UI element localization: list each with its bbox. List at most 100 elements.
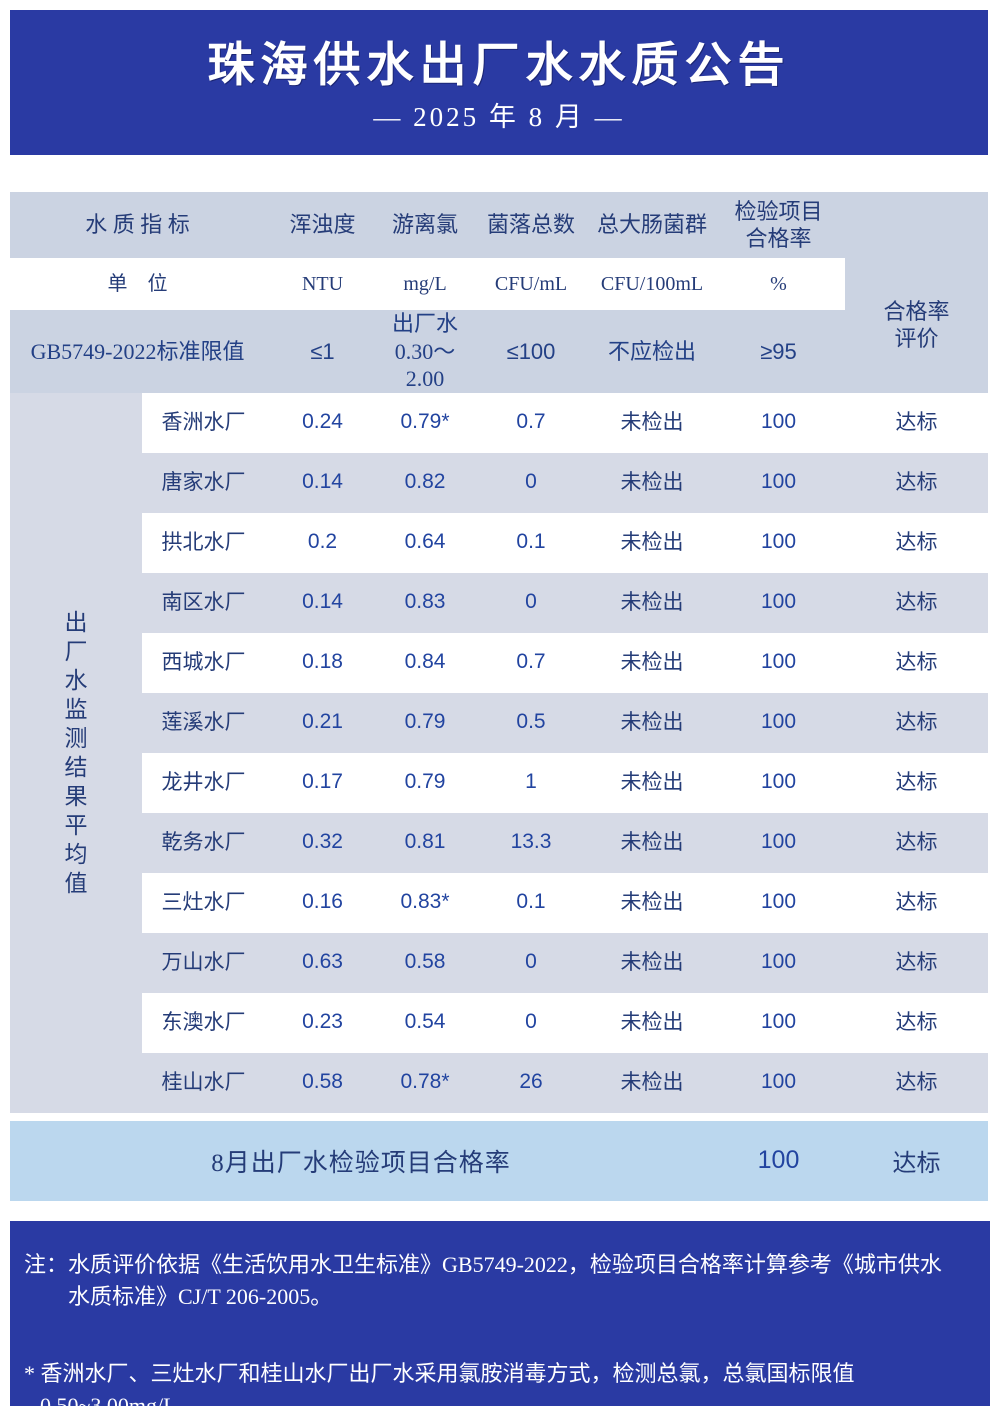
- col-header-colony: 菌落总数: [470, 192, 593, 258]
- cell-turbidity: 0.24: [265, 392, 381, 453]
- cell-pass-rate: 100: [712, 932, 846, 993]
- plant-name: 龙井水厂: [142, 752, 266, 813]
- plant-name: 莲溪水厂: [142, 692, 266, 753]
- cell-chlorine: 0.79: [380, 752, 471, 813]
- plant-name: 拱北水厂: [142, 512, 266, 573]
- cell-colony: 0: [470, 932, 593, 993]
- cell-colony: 0: [470, 572, 593, 633]
- cell-colony: 13.3: [470, 812, 593, 873]
- cell-verdict: 达标: [845, 1052, 989, 1113]
- plant-name: 三灶水厂: [142, 872, 266, 933]
- col-header-coliform: 总大肠菌群: [592, 192, 713, 258]
- summary-verdict: 达标: [892, 1151, 941, 1177]
- units-label: 单 位: [10, 258, 266, 310]
- table-row: 东澳水厂 0.23 0.54 0 未检出 100 达标: [10, 992, 989, 1053]
- cell-verdict: 达标: [845, 632, 989, 693]
- plant-name: 万山水厂: [142, 932, 266, 993]
- cell-chlorine: 0.64: [380, 512, 471, 573]
- cell-pass-rate: 100: [712, 572, 846, 633]
- cell-verdict: 达标: [845, 512, 989, 573]
- cell-chlorine: 0.82: [380, 452, 471, 513]
- header-row-indicators: 水 质 指 标 浑浊度 游离氯 菌落总数 总大肠菌群 检验项目 合格率: [10, 192, 989, 258]
- table-row: 拱北水厂 0.2 0.64 0.1 未检出 100 达标: [10, 512, 989, 573]
- cell-chlorine: 0.78*: [380, 1052, 471, 1113]
- col-header-evaluation-spacer: [845, 192, 989, 258]
- plant-name: 香洲水厂: [142, 392, 266, 453]
- cell-verdict: 达标: [845, 692, 989, 753]
- standard-coliform: 不应检出: [592, 310, 713, 393]
- notes-panel: 注：水质评价依据《生活饮用水卫生标准》GB5749-2022，检验项目合格率计算…: [10, 1220, 990, 1418]
- cell-chlorine: 0.83: [380, 572, 471, 633]
- cell-verdict: 达标: [845, 812, 989, 873]
- cell-turbidity: 0.32: [265, 812, 381, 873]
- table-row: 万山水厂 0.63 0.58 0 未检出 100 达标: [10, 932, 989, 993]
- cell-chlorine: 0.79: [380, 692, 471, 753]
- cell-verdict: 达标: [845, 872, 989, 933]
- col-header-turbidity: 浑浊度: [265, 192, 381, 258]
- table-row: 南区水厂 0.14 0.83 0 未检出 100 达标: [10, 572, 989, 633]
- page-title: 珠海供水出厂水水质公告: [207, 40, 791, 92]
- cell-coliform: 未检出: [592, 992, 713, 1053]
- summary-label: 8月出厂水检验项目合格率: [211, 1149, 511, 1177]
- plant-name: 南区水厂: [142, 572, 266, 633]
- col-header-pass-rate: 检验项目 合格率: [712, 192, 846, 258]
- units-row: 单 位 NTU mg/L CFU/mL CFU/100mL % 合格率 评价: [10, 258, 989, 393]
- cell-chlorine: 0.58: [380, 932, 471, 993]
- cell-pass-rate: 100: [712, 752, 846, 813]
- cell-turbidity: 0.21: [265, 692, 381, 753]
- water-quality-table: 水 质 指 标 浑浊度 游离氯 菌落总数 总大肠菌群 检验项目 合格率 单 位 …: [10, 192, 989, 1113]
- cell-chlorine: 0.83*: [380, 872, 471, 933]
- standard-label: GB5749-2022标准限值: [10, 310, 266, 393]
- cell-coliform: 未检出: [592, 692, 713, 753]
- table-row: 西城水厂 0.18 0.84 0.7 未检出 100 达标: [10, 632, 989, 693]
- plant-name: 东澳水厂: [142, 992, 266, 1053]
- plant-name: 乾务水厂: [142, 812, 266, 873]
- cell-turbidity: 0.58: [265, 1052, 381, 1113]
- cell-pass-rate: 100: [712, 452, 846, 513]
- standard-turbidity: ≤1: [265, 310, 381, 393]
- cell-pass-rate: 100: [712, 512, 846, 573]
- cell-turbidity: 0.23: [265, 992, 381, 1053]
- unit-turbidity: NTU: [265, 258, 381, 310]
- cell-turbidity: 0.14: [265, 572, 381, 633]
- cell-turbidity: 0.14: [265, 452, 381, 513]
- cell-turbidity: 0.16: [265, 872, 381, 933]
- table-row: 唐家水厂 0.14 0.82 0 未检出 100 达标: [10, 452, 989, 513]
- cell-colony: 0.7: [470, 392, 593, 453]
- cell-colony: 26: [470, 1052, 593, 1113]
- cell-coliform: 未检出: [592, 812, 713, 873]
- standard-chlorine: 出厂水 0.30～ 2.00: [380, 310, 471, 393]
- plant-name: 桂山水厂: [142, 1052, 266, 1113]
- cell-colony: 0: [470, 452, 593, 513]
- cell-colony: 0.5: [470, 692, 593, 753]
- table-row: 三灶水厂 0.16 0.83* 0.1 未检出 100 达标: [10, 872, 989, 933]
- cell-verdict: 达标: [845, 932, 989, 993]
- cell-verdict: 达标: [845, 992, 989, 1053]
- cell-turbidity: 0.2: [265, 512, 381, 573]
- cell-chlorine: 0.79*: [380, 392, 471, 453]
- cell-pass-rate: 100: [712, 992, 846, 1053]
- cell-coliform: 未检出: [592, 572, 713, 633]
- cell-turbidity: 0.17: [265, 752, 381, 813]
- cell-coliform: 未检出: [592, 392, 713, 453]
- cell-verdict: 达标: [845, 452, 989, 513]
- col-header-chlorine: 游离氯: [380, 192, 471, 258]
- cell-pass-rate: 100: [712, 812, 846, 873]
- col-header-indicator: 水 质 指 标: [10, 192, 266, 258]
- cell-chlorine: 0.81: [380, 812, 471, 873]
- unit-chlorine: mg/L: [380, 258, 471, 310]
- note-chloramine-disinfection: * 香洲水厂、三灶水厂和桂山水厂出厂水采用氯胺消毒方式，检测总氯，总氯国标限值 …: [24, 1360, 855, 1418]
- cell-colony: 0: [470, 992, 593, 1053]
- cell-coliform: 未检出: [592, 752, 713, 813]
- cell-colony: 1: [470, 752, 593, 813]
- unit-coliform: CFU/100mL: [592, 258, 713, 310]
- cell-coliform: 未检出: [592, 932, 713, 993]
- plant-name: 西城水厂: [142, 632, 266, 693]
- summary-row: 8月出厂水检验项目合格率 100 达标: [10, 1120, 988, 1201]
- table-row: 出厂水监测结果平均值 香洲水厂 0.24 0.79* 0.7 未检出 100 达…: [10, 392, 989, 1113]
- standard-row: GB5749-2022标准限值 ≤1 出厂水 0.30～ 2.00 ≤100 不…: [10, 310, 988, 393]
- group-label-vertical: 出厂水监测结果平均值: [10, 392, 142, 1113]
- cell-colony: 0.1: [470, 512, 593, 573]
- cell-colony: 0.7: [470, 632, 593, 693]
- cell-pass-rate: 100: [712, 872, 846, 933]
